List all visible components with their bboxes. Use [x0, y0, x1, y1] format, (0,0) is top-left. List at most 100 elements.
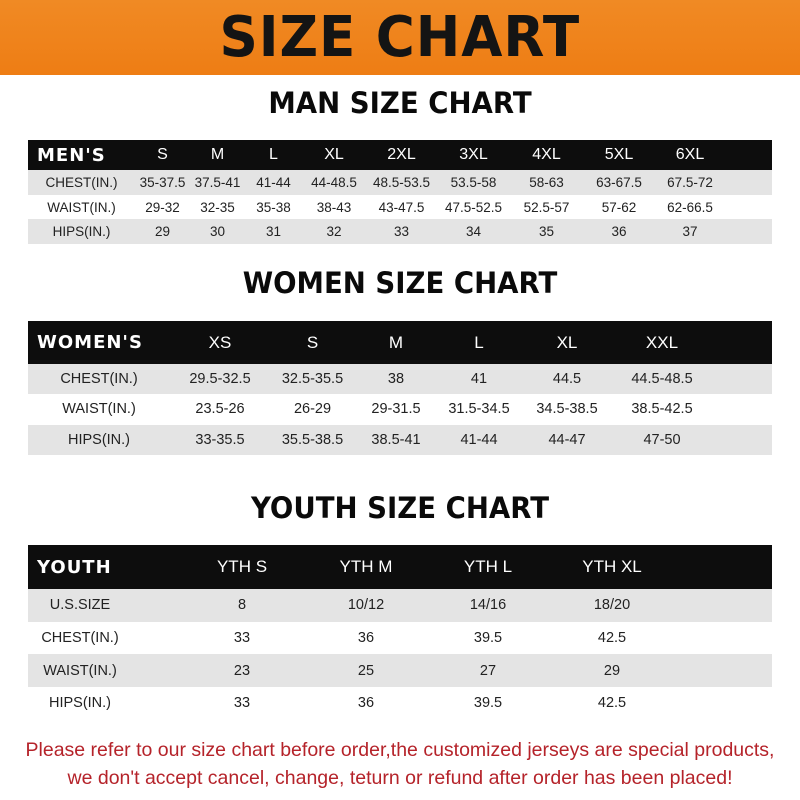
row-label: WAIST(IN.)	[62, 401, 136, 418]
table-title-cell: WOMEN'S	[37, 332, 143, 353]
size-header-cell: XL	[556, 332, 578, 352]
table-row: WAIST(IN.) 29-32 32-35 35-38 38-43 43-47.5 47.…	[28, 194, 772, 220]
table-cell: 48.5-53.5	[372, 174, 431, 190]
size-header-cell: YTH S	[216, 557, 268, 576]
row-label: U.S.SIZE	[49, 597, 111, 614]
table-row: CHEST(IN.) 29.5-32.5 32.5-35.5 38 41 44.5 44.5…	[28, 364, 772, 395]
table-row: CHEST(IN.) 33 36 39.5 42.5	[28, 621, 772, 655]
table-cell: 30	[209, 224, 226, 240]
size-header-cell: XS	[208, 332, 232, 352]
size-header-cell: S	[306, 332, 319, 352]
header-row: WOMEN'S XS S M L XL XXL	[28, 321, 772, 364]
table-cell: 32	[326, 224, 342, 240]
table-cell: 38	[387, 371, 405, 388]
size-header-cell: 6XL	[675, 146, 705, 163]
table-cell: 33	[233, 630, 251, 647]
table-cell: 26-29	[293, 401, 332, 418]
row-label: HIPS(IN.)	[67, 431, 131, 448]
table-cell: 29.5-32.5	[189, 371, 251, 388]
table-cell: 10/12	[347, 597, 385, 614]
table-cell: 18/20	[593, 597, 631, 614]
table-row: WAIST(IN.) 23.5-26 26-29 29-31.5 31.5-34.5 34…	[28, 394, 772, 425]
table-cell: 47.5-52.5	[444, 199, 503, 215]
table-row: WAIST(IN.) 23 25 27 29	[28, 654, 772, 688]
table-cell: 41-44	[256, 174, 291, 190]
size-header-cell: YTH M	[339, 557, 393, 576]
table-cell: 41-44	[460, 431, 498, 448]
table-cell: 44-47	[548, 431, 586, 448]
men-size-table: MEN'S S M L XL 2XL 3XL 4XL 5XL 6XL CHEST(IN.) 35-37…	[28, 140, 772, 245]
table-cell: 42.5	[597, 630, 627, 647]
table-cell: 37.5-41	[194, 174, 241, 190]
table-cell: 43-47.5	[378, 199, 425, 215]
size-header-cell: M	[388, 332, 404, 352]
size-header-cell: XXL	[645, 332, 679, 352]
row-label: HIPS(IN.)	[48, 695, 112, 712]
table-cell: 44.5	[552, 371, 582, 388]
table-cell: 37	[682, 224, 698, 240]
table-cell: 39.5	[473, 695, 503, 712]
youth-size-table: YOUTH YTH S YTH M YTH L YTH XL U.S.SIZE 8 10/12…	[28, 545, 772, 720]
order-notice-line-1: Please refer to our size chart before or…	[25, 739, 775, 761]
table-cell: 8	[237, 597, 247, 614]
table-cell: 23	[233, 662, 251, 679]
table-cell: 31	[265, 224, 282, 240]
table-cell: 41	[470, 371, 488, 388]
table-cell: 38.5-41	[371, 431, 421, 448]
table-cell: 35-37.5	[139, 174, 186, 190]
table-cell: 34	[465, 224, 482, 240]
table-cell: 29-31.5	[371, 401, 421, 418]
table-cell: 32.5-35.5	[281, 371, 344, 388]
women-section-title: WOMEN SIZE CHART	[242, 266, 558, 300]
row-label: CHEST(IN.)	[41, 630, 119, 647]
size-header-cell: S	[157, 146, 168, 163]
size-header-cell: YTH L	[463, 557, 513, 576]
table-cell: 36	[611, 224, 627, 240]
women-size-table: WOMEN'S XS S M L XL XXL CHEST(IN.) 29.5-32.5 32.5…	[28, 321, 772, 455]
table-cell: 63-67.5	[596, 174, 642, 190]
row-label: WAIST(IN.)	[43, 662, 117, 679]
table-cell: 38-43	[316, 199, 352, 215]
youth-section-title: YOUTH SIZE CHART	[250, 491, 550, 525]
size-header-cell: 3XL	[459, 146, 488, 163]
men-section-title: MAN SIZE CHART	[268, 86, 532, 120]
table-cell: 31.5-34.5	[448, 401, 510, 418]
title-banner: SIZE CHART	[0, 0, 800, 75]
table-title-cell: MEN'S	[37, 144, 106, 166]
table-cell: 29	[603, 662, 621, 679]
banner-title: SIZE CHART	[219, 5, 581, 70]
table-cell: 27	[479, 662, 497, 679]
size-header-cell: XL	[324, 146, 344, 163]
size-header-cell: M	[210, 146, 225, 163]
size-header-cell: 2XL	[387, 146, 416, 163]
size-header-cell: 5XL	[604, 146, 634, 163]
table-cell: 52.5-57	[523, 199, 570, 215]
table-cell: 33	[393, 224, 410, 240]
table-title-cell: YOUTH	[37, 556, 112, 578]
table-cell: 35-38	[256, 199, 291, 215]
table-cell: 25	[357, 662, 375, 679]
size-header-cell: L	[474, 332, 484, 352]
table-cell: 14/16	[469, 597, 507, 614]
row-label: HIPS(IN.)	[52, 224, 111, 240]
table-cell: 35	[538, 224, 555, 240]
table-cell: 34.5-38.5	[536, 401, 598, 418]
table-cell: 62-66.5	[667, 199, 713, 215]
size-header-cell: YTH XL	[582, 557, 642, 576]
row-label: WAIST(IN.)	[47, 199, 116, 215]
table-cell: 36	[357, 695, 375, 712]
size-header-cell: L	[269, 146, 278, 163]
order-notice-line-2: we don't accept cancel, change, teturn o…	[67, 767, 733, 789]
table-cell: 33-35.5	[195, 431, 245, 448]
table-row: HIPS(IN.) 33 36 39.5 42.5	[28, 687, 772, 720]
table-cell: 29-32	[145, 199, 180, 215]
order-notice: Please refer to our size chart before or…	[0, 736, 800, 792]
table-cell: 38.5-42.5	[631, 401, 693, 418]
table-row: U.S.SIZE 8 10/12 14/16 18/20	[28, 589, 772, 622]
table-cell: 58-63	[529, 174, 564, 190]
size-header-cell: 4XL	[532, 146, 561, 163]
table-cell: 32-35	[200, 199, 235, 215]
table-cell: 39.5	[473, 630, 503, 647]
table-cell: 36	[357, 630, 375, 647]
table-cell: 57-62	[601, 199, 637, 215]
